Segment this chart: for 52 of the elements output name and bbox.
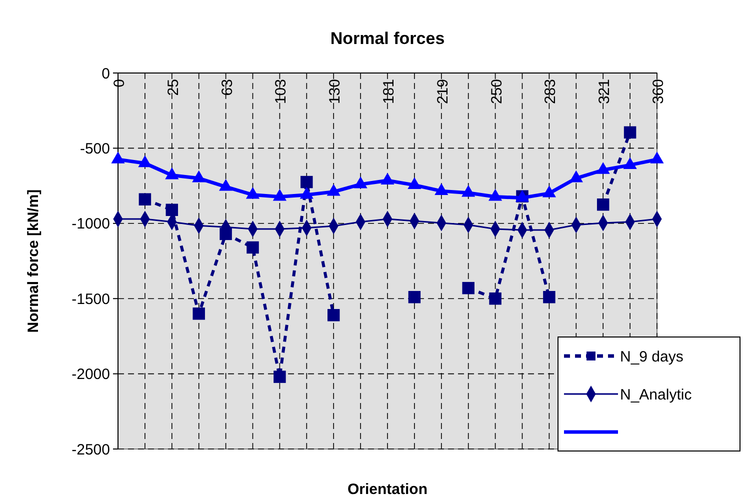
x-tick-label: 283	[542, 79, 560, 104]
point	[300, 176, 313, 188]
point	[462, 185, 476, 197]
x-tick-label: 103	[272, 79, 290, 104]
point	[543, 290, 556, 304]
point	[246, 241, 259, 254]
point	[326, 184, 340, 196]
point	[596, 162, 610, 174]
point	[354, 176, 368, 188]
point	[650, 152, 664, 164]
x-tick-label: 25	[164, 79, 182, 96]
point	[569, 170, 583, 182]
legend-label: N_Analytic	[620, 386, 692, 404]
y-tick-label: -1000	[72, 216, 110, 233]
x-tick-label: 360	[650, 79, 667, 104]
legend-label: N_9 days	[620, 348, 684, 366]
x-axis-title: Orientation	[347, 481, 428, 498]
point	[219, 179, 233, 191]
y-tick-label: -2000	[72, 366, 110, 384]
point	[272, 188, 286, 201]
point	[434, 183, 448, 195]
point	[408, 177, 422, 189]
point	[327, 309, 340, 322]
chart-title: Normal forces	[330, 29, 445, 48]
point	[408, 290, 421, 304]
y-tick-label: -1500	[72, 290, 110, 308]
point	[192, 308, 205, 320]
point	[246, 186, 260, 199]
point	[111, 152, 125, 164]
point	[542, 185, 556, 198]
point	[488, 188, 502, 201]
point	[300, 186, 314, 199]
point	[596, 198, 610, 211]
y-tick-label: -500	[80, 140, 110, 158]
y-tick-label: -2500	[72, 441, 110, 458]
x-tick-label: 130	[326, 79, 344, 104]
x-tick-label: 321	[596, 79, 614, 104]
y-axis-title: Normal force [kN/m]	[25, 189, 42, 333]
point	[166, 204, 178, 216]
point	[165, 167, 179, 180]
x-tick-label: 181	[380, 79, 398, 104]
x-tick-label: 63	[218, 79, 236, 96]
point	[138, 193, 152, 206]
x-tick-label: 250	[488, 79, 506, 104]
point	[489, 292, 502, 305]
point	[192, 170, 206, 182]
point	[138, 155, 152, 168]
y-tick-label: 0	[102, 65, 110, 82]
point	[462, 282, 474, 294]
x-tick-label: 219	[434, 79, 452, 104]
point	[380, 172, 394, 184]
point	[623, 157, 637, 169]
